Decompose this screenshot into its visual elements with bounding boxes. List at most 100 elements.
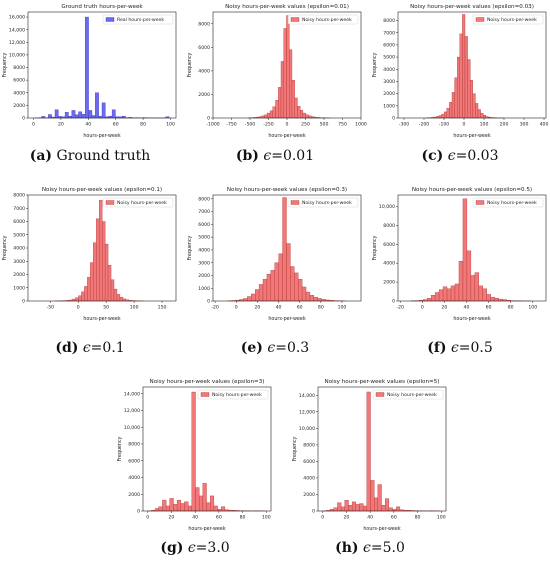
histogram-bar bbox=[84, 286, 88, 302]
y-tick-label: 6000 bbox=[198, 222, 210, 228]
chart-a: Ground truth hours-per-week 0 20 40 60 80 100 0… bbox=[2, 4, 177, 139]
caption-f: (f) ϵ=0.5 bbox=[427, 340, 493, 356]
x-tick-label: 20 bbox=[169, 515, 175, 521]
x-tick-label: 300 bbox=[520, 122, 529, 128]
y-tick-label: 12,000 bbox=[299, 409, 315, 415]
histogram-bar bbox=[438, 289, 444, 302]
histogram-bar bbox=[470, 275, 476, 302]
histogram-bar bbox=[173, 504, 178, 512]
x-tick-label: 0 bbox=[235, 305, 238, 311]
histogram-bar bbox=[74, 114, 79, 119]
chart-d: Noisy hours-per-week values (epsilon=0.1… bbox=[2, 187, 177, 322]
histogram-bar bbox=[309, 295, 315, 302]
histogram-bar bbox=[308, 115, 312, 119]
legend-label: Noisy hours-per-week bbox=[212, 392, 262, 398]
x-tick-label: 40 bbox=[464, 305, 470, 311]
plot-frame bbox=[317, 386, 447, 512]
x-axis-label: hours-per-week bbox=[188, 526, 225, 532]
x-axis-label: hours-per-week bbox=[83, 316, 120, 322]
x-tick-label: 60 bbox=[486, 305, 492, 311]
legend-label: Noisy hours-per-week bbox=[302, 17, 352, 23]
chart-title: Noisy hours-per-week values (epsilon=0.1… bbox=[42, 187, 162, 193]
legend-box bbox=[197, 389, 269, 400]
y-tick-label: 2000 bbox=[13, 272, 25, 278]
histogram-bar bbox=[381, 505, 386, 512]
histogram-bar bbox=[438, 115, 442, 119]
x-tick-label: 80 bbox=[240, 515, 246, 521]
y-tick-label: 4000 bbox=[13, 90, 25, 96]
histogram-bar bbox=[99, 200, 103, 302]
histogram-bar bbox=[187, 505, 193, 512]
plot-frame bbox=[142, 386, 272, 512]
caption-e: (e) ϵ=0.3 bbox=[240, 340, 310, 356]
histogram-bar bbox=[81, 114, 86, 119]
y-tick-label: 0 bbox=[392, 299, 395, 305]
histogram-bar bbox=[333, 507, 338, 512]
histogram-bar bbox=[213, 505, 218, 512]
x-tick-label: 100 bbox=[338, 305, 347, 311]
legend-box bbox=[287, 197, 359, 208]
histogram-bar bbox=[298, 279, 303, 302]
y-tick-label: 12,000 bbox=[9, 40, 25, 46]
chart-title: Noisy hours-per-week values (epsilon=3) bbox=[150, 379, 265, 385]
x-tick-label: 40 bbox=[192, 515, 198, 521]
histogram-bar bbox=[446, 108, 450, 119]
x-tick-label: 100 bbox=[528, 305, 537, 311]
legend-swatch bbox=[475, 17, 485, 22]
chart-g: Noisy hours-per-week values (epsilon=3) 0… bbox=[117, 379, 272, 532]
histogram-bar bbox=[266, 274, 272, 302]
y-tick-label: 1000 bbox=[13, 285, 25, 291]
plot-frame bbox=[397, 11, 547, 119]
histogram-bar bbox=[430, 295, 436, 302]
histogram-bar bbox=[434, 292, 440, 302]
y-axis-label: Frequency bbox=[2, 235, 8, 260]
histogram-bar bbox=[184, 501, 189, 512]
histogram-bar bbox=[90, 262, 94, 302]
histogram-bar bbox=[459, 33, 463, 119]
histogram-bar bbox=[158, 506, 163, 512]
histogram-bar bbox=[54, 109, 59, 119]
x-tick-label: 500 bbox=[320, 122, 329, 128]
x-tick-label: 0 bbox=[286, 122, 289, 128]
chart-panel-a: Ground truth hours-per-week 0 20 40 60 80 100 0… bbox=[0, 0, 180, 140]
histogram-bar bbox=[206, 502, 211, 512]
plot-frame bbox=[212, 194, 362, 302]
histogram-bar bbox=[78, 111, 83, 119]
y-tick-label: 3000 bbox=[383, 79, 395, 85]
legend-swatch bbox=[105, 17, 115, 22]
plot-frame bbox=[397, 194, 547, 302]
caption-g: (g) ϵ=3.0 bbox=[160, 540, 230, 556]
x-tick-label: 60 bbox=[113, 122, 119, 128]
y-tick-label: 8000 bbox=[198, 21, 210, 27]
legend-box bbox=[372, 389, 444, 400]
histogram-bar bbox=[96, 218, 100, 302]
y-tick-label: 4000 bbox=[128, 475, 140, 481]
histogram-bar bbox=[466, 250, 472, 302]
histogram-bar bbox=[344, 500, 349, 512]
y-tick-label: 10,000 bbox=[379, 204, 395, 210]
y-tick-label: 12,000 bbox=[124, 408, 140, 414]
histogram-bar bbox=[446, 288, 452, 302]
x-tick-label: -250 bbox=[263, 122, 274, 128]
histogram-bar bbox=[255, 289, 260, 302]
y-tick-label: 8000 bbox=[128, 442, 140, 448]
histogram-bar bbox=[243, 298, 248, 302]
y-tick-label: 2000 bbox=[128, 492, 140, 498]
y-tick-label: 16,000 bbox=[9, 15, 25, 21]
y-axis-label: Frequency bbox=[372, 52, 378, 77]
chart-panel-d: Noisy hours-per-week values (epsilon=0.1… bbox=[0, 183, 180, 323]
y-tick-label: 4000 bbox=[383, 261, 395, 267]
y-tick-label: 10,000 bbox=[9, 53, 25, 59]
histogram-bar bbox=[449, 101, 453, 119]
histogram-bar bbox=[426, 297, 432, 302]
histogram-bar bbox=[262, 279, 268, 302]
x-tick-label: 80 bbox=[140, 122, 146, 128]
y-tick-label: 2000 bbox=[303, 492, 315, 498]
y-tick-label: 14,000 bbox=[299, 393, 315, 399]
histogram-bar bbox=[165, 505, 170, 512]
histogram-bar bbox=[91, 115, 96, 119]
histogram-bar bbox=[317, 298, 322, 302]
caption-c: (c) ϵ=0.03 bbox=[421, 148, 499, 164]
histogram-bar bbox=[104, 243, 109, 302]
y-axis-label: Frequency bbox=[117, 436, 123, 461]
